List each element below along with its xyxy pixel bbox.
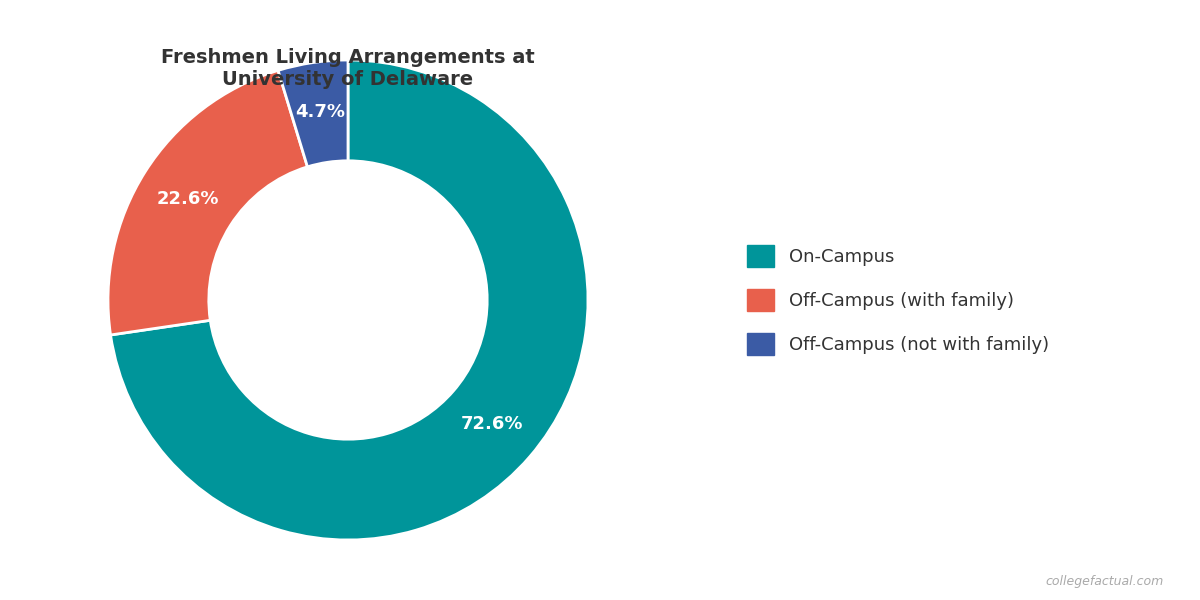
Text: 22.6%: 22.6%: [156, 190, 220, 208]
Text: 4.7%: 4.7%: [295, 103, 346, 121]
Text: collegefactual.com: collegefactual.com: [1045, 575, 1164, 588]
Text: 72.6%: 72.6%: [461, 415, 523, 433]
Legend: On-Campus, Off-Campus (with family), Off-Campus (not with family): On-Campus, Off-Campus (with family), Off…: [730, 227, 1067, 373]
Wedge shape: [110, 60, 588, 540]
Wedge shape: [278, 60, 348, 167]
Wedge shape: [108, 70, 307, 335]
Text: Freshmen Living Arrangements at
University of Delaware: Freshmen Living Arrangements at Universi…: [161, 48, 535, 89]
